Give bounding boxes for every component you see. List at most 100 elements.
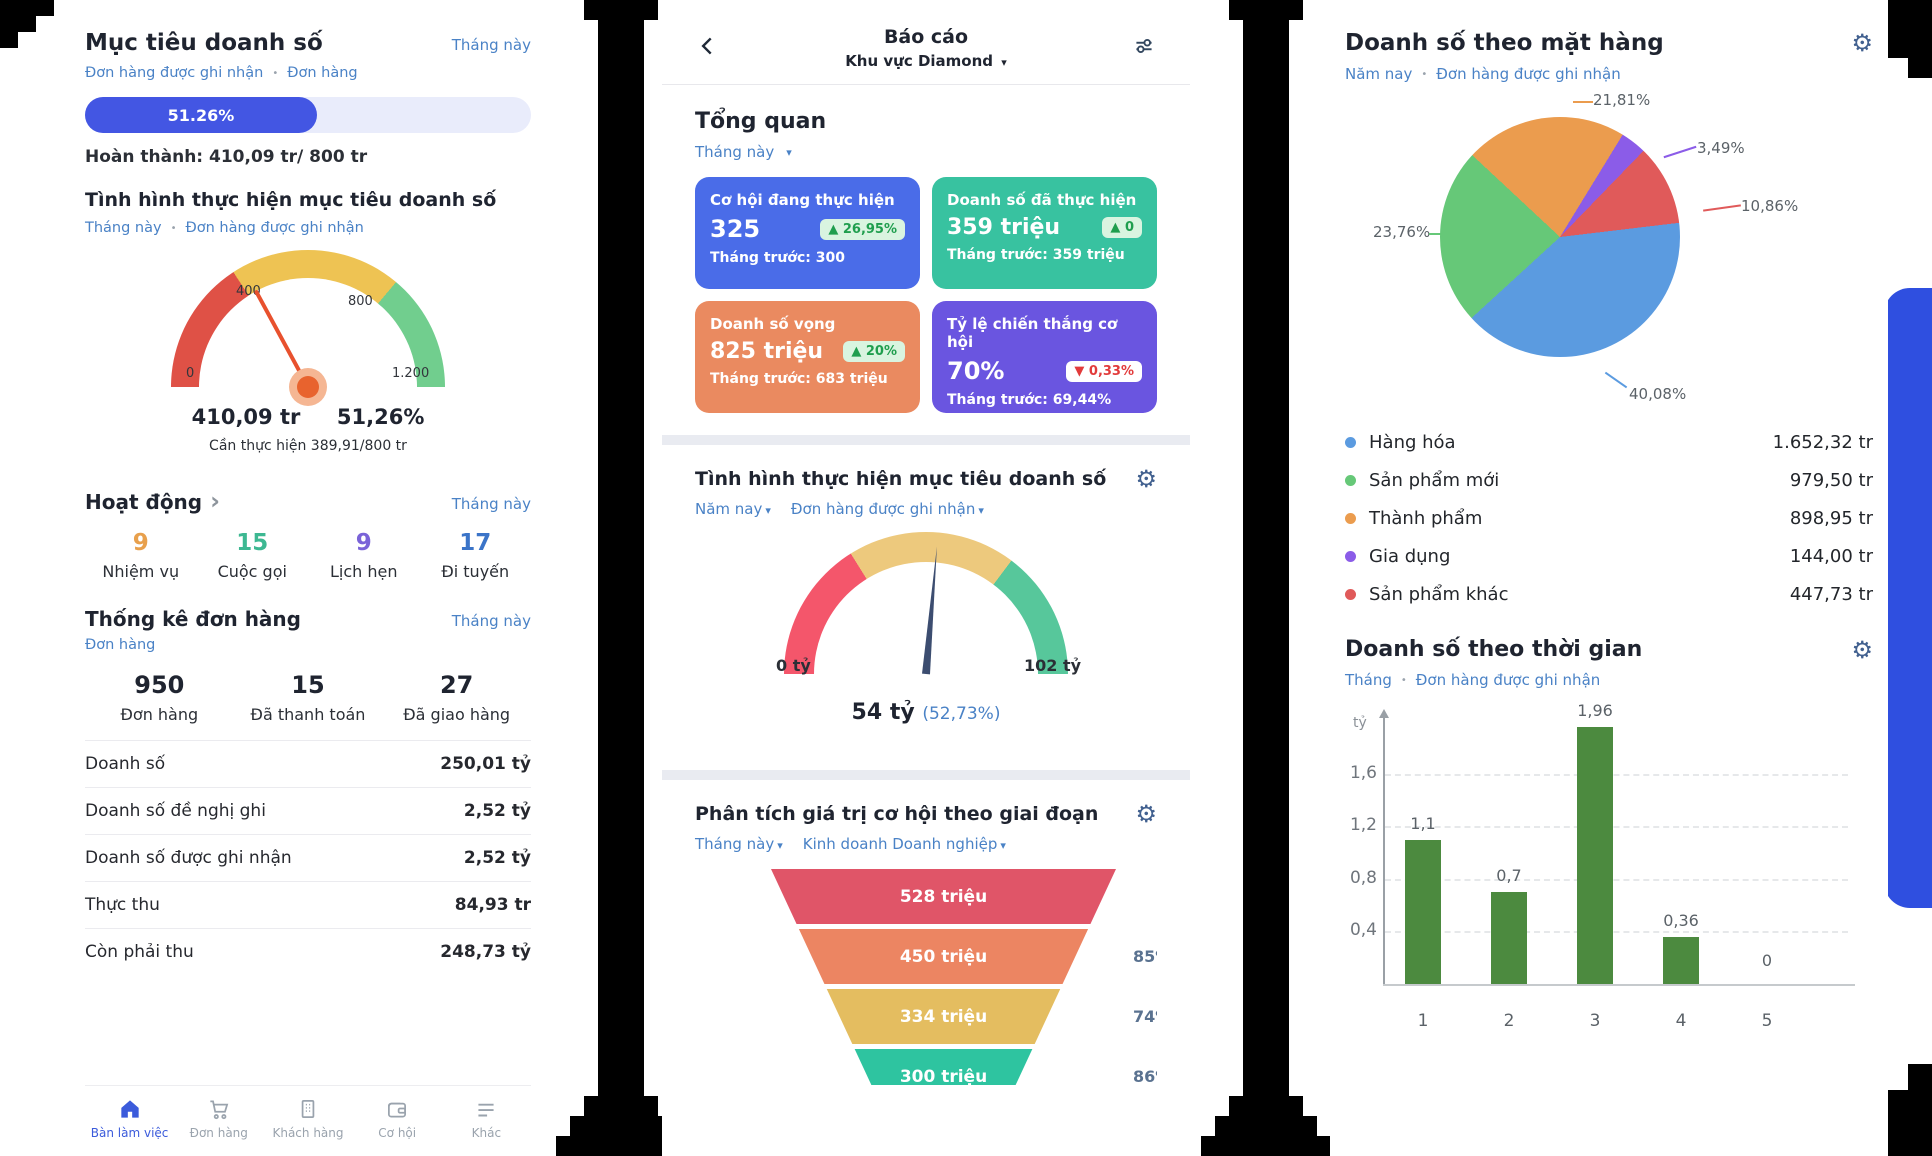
pixel-artifact — [570, 1116, 672, 1136]
nav-item-workspace[interactable]: Bàn làm việc — [85, 1096, 174, 1140]
filter-button[interactable] — [1131, 33, 1157, 63]
sales-target-period-link[interactable]: Tháng này — [451, 36, 531, 54]
activities-grid: 9 Nhiệm vụ 15 Cuộc gọi 9 Lịch hẹn 17 Đi … — [85, 530, 531, 581]
bar — [1577, 727, 1613, 984]
table-row[interactable]: Doanh số đề nghị ghi 2,52 tỷ — [85, 787, 531, 834]
chevron-left-icon — [701, 37, 712, 55]
report-header: Báo cáo Khu vực Diamond ▾ — [662, 0, 1190, 85]
pixel-artifact — [556, 1136, 686, 1156]
y-axis — [1379, 709, 1389, 984]
order-stats-period-link[interactable]: Tháng này — [451, 612, 531, 630]
legend-item[interactable]: Thành phẩm 898,95 tr — [1345, 499, 1873, 537]
overview-period-filter[interactable]: Tháng này — [695, 143, 775, 161]
pixel-artifact — [1888, 34, 1932, 58]
gear-icon[interactable]: ⚙ — [1135, 465, 1157, 493]
sales-target-filter2[interactable]: Đơn hàng — [287, 65, 358, 81]
section-divider — [662, 770, 1190, 780]
chevron-down-icon: ▾ — [1001, 56, 1007, 69]
pixel-artifact — [0, 16, 36, 32]
gear-icon[interactable]: ⚙ — [1851, 635, 1873, 664]
gear-icon[interactable]: ⚙ — [1851, 29, 1873, 57]
nav-item-opportunities[interactable]: Cơ hội — [353, 1096, 442, 1140]
chevron-down-icon: ▾ — [786, 145, 792, 159]
table-row[interactable]: Còn phải thu 248,73 tỷ — [85, 928, 531, 975]
legend-item[interactable]: Gia dụng 144,00 tr — [1345, 537, 1873, 575]
back-button[interactable] — [695, 33, 739, 63]
chevron-right-icon[interactable]: › — [210, 487, 220, 516]
bar-order-filter[interactable]: Đơn hàng được ghi nhận — [1415, 671, 1601, 689]
pie-order-filter[interactable]: Đơn hàng được ghi nhận — [1436, 65, 1621, 83]
sales-pie-chart: 21,81% 3,49% 10,86% 40,08% 23,76% — [1345, 89, 1873, 419]
gauge-value: 54 tỷ — [851, 700, 915, 725]
overview-card-win-rate[interactable]: Tỷ lệ chiến thắng cơ hội 70% ▼ 0,33% Thá… — [932, 301, 1157, 413]
bar-value-label: 0 — [1761, 951, 1773, 970]
x-tick: 4 — [1675, 1011, 1687, 1031]
gauge-order-filter[interactable]: Đơn hàng được ghi nhận — [185, 220, 364, 236]
gauge-tick-400: 400 — [236, 284, 261, 299]
gauge-hub-center — [297, 376, 319, 398]
trend-badge: ▲ 0 — [1102, 217, 1142, 238]
legend-item[interactable]: Sản phẩm khác 447,73 tr — [1345, 575, 1873, 613]
trend-badge: ▲ 20% — [843, 341, 905, 362]
activity-item[interactable]: 9 Lịch hẹn — [329, 530, 398, 581]
target-gauge-title: Tình hình thực hiện mục tiêu doanh số — [695, 468, 1107, 490]
pixel-artifact — [1908, 58, 1932, 78]
funnel-title: Phân tích giá trị cơ hội theo giai đoạn — [695, 803, 1099, 825]
nav-item-more[interactable]: Khác — [442, 1096, 531, 1140]
sliders-icon — [1136, 38, 1152, 54]
table-row[interactable]: Thực thu 84,93 tr — [85, 881, 531, 928]
funnel-stage[interactable]: 300 triệu — [771, 1049, 1116, 1085]
funnel-period-filter[interactable]: Tháng này ▾ — [695, 835, 783, 853]
bar-value-label: 0,36 — [1663, 911, 1699, 930]
dot-separator-icon: • — [1421, 68, 1428, 80]
x-tick: 5 — [1761, 1011, 1773, 1031]
gauge-period-filter[interactable]: Tháng này — [85, 220, 162, 236]
sales-target-filter1[interactable]: Đơn hàng được ghi nhận — [85, 65, 264, 81]
overview-card-expected-sales[interactable]: Doanh số vọng 825 triệu ▲ 20% Tháng trướ… — [695, 301, 920, 413]
pixel-artifact — [1229, 1096, 1303, 1116]
y-tick: 0,4 — [1349, 920, 1377, 940]
order-stats-subtitle[interactable]: Đơn hàng — [85, 637, 156, 653]
counter-item[interactable]: 27 Đã giao hàng — [403, 671, 511, 724]
gauge-note: Cần thực hiện 389,91/800 tr — [209, 438, 407, 454]
funnel-stage[interactable]: 334 triệu — [771, 989, 1116, 1044]
funnel-business-filter[interactable]: Kinh doanh Doanh nghiệp ▾ — [802, 835, 1006, 853]
nav-item-customers[interactable]: Khách hàng — [263, 1096, 352, 1140]
chevron-down-icon: ▾ — [978, 504, 984, 517]
pixel-artifact — [584, 0, 658, 20]
pixel-artifact — [1201, 1136, 1331, 1156]
pie-label-orange: 21,81% — [1593, 91, 1651, 109]
overview-card-opportunities[interactable]: Cơ hội đang thực hiện 325 ▲ 26,95% Tháng… — [695, 177, 920, 289]
legend-item[interactable]: Sản phẩm mới 979,50 tr — [1345, 461, 1873, 499]
activities-title: Hoạt động — [85, 490, 203, 514]
activity-item[interactable]: 17 Đi tuyến — [441, 530, 510, 581]
report-region-selector[interactable]: Khu vực Diamond ▾ — [845, 52, 1007, 70]
activity-item[interactable]: 9 Nhiệm vụ — [102, 530, 180, 581]
gridline — [1385, 879, 1848, 881]
gauge-tick-0: 0 — [186, 366, 195, 381]
gear-icon[interactable]: ⚙ — [1135, 800, 1157, 828]
gauge-period-filter[interactable]: Năm nay ▾ — [695, 500, 771, 518]
overview-card-sales-done[interactable]: Doanh số đã thực hiện 359 triệu ▲ 0 Thán… — [932, 177, 1157, 289]
nav-item-orders[interactable]: Đơn hàng — [174, 1096, 263, 1140]
activity-item[interactable]: 15 Cuộc gọi — [217, 530, 287, 581]
side-tab[interactable] — [1884, 288, 1932, 908]
table-row[interactable]: Doanh số được ghi nhận 2,52 tỷ — [85, 834, 531, 881]
counter-item[interactable]: 950 Đơn hàng — [120, 671, 199, 724]
gauge-order-filter[interactable]: Đơn hàng được ghi nhận ▾ — [790, 500, 984, 518]
pie-label-green: 23,76% — [1373, 223, 1431, 241]
sales-bar-chart: tỷ 1,6 1,2 0,8 0,4 1,1 0,7 1,96 0,36 0 — [1345, 699, 1873, 1044]
bottom-navigation: Bàn làm việc Đơn hàng Khách hàng Cơ hội — [85, 1085, 531, 1140]
funnel-stage[interactable]: 528 triệu — [771, 869, 1116, 924]
funnel-stage[interactable]: 450 triệu — [771, 929, 1116, 984]
funnel-chart: 528 triệu 450 triệu 334 triệu 300 triệu … — [695, 869, 1157, 1085]
legend-item[interactable]: Hàng hóa 1.652,32 tr — [1345, 423, 1873, 461]
activities-period-link[interactable]: Tháng này — [451, 495, 531, 513]
bar-period-filter[interactable]: Tháng — [1345, 671, 1392, 689]
sales-target-title: Mục tiêu doanh số — [85, 30, 323, 56]
funnel-conversion-pct: 86% — [1133, 1067, 1157, 1085]
counter-item[interactable]: 15 Đã thanh toán — [250, 671, 366, 724]
pie-period-filter[interactable]: Năm nay — [1345, 65, 1413, 83]
legend-dot — [1345, 436, 1356, 448]
table-row[interactable]: Doanh số 250,01 tỷ — [85, 740, 531, 787]
